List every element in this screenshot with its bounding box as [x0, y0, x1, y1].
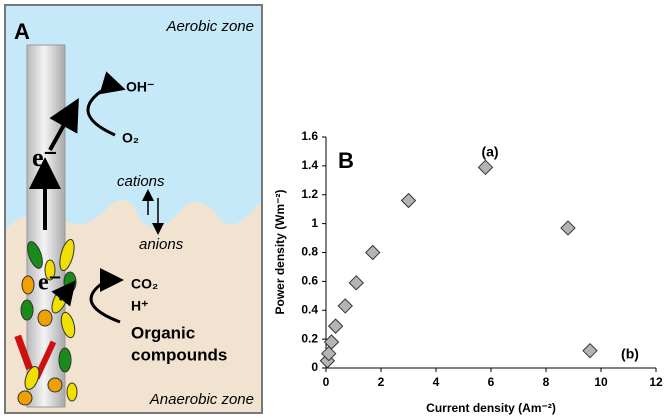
bacterium — [33, 340, 57, 380]
species-label: O₂ — [122, 130, 139, 146]
y-tick-label: 1.6 — [301, 129, 318, 143]
bacterium — [20, 299, 34, 321]
reaction-arrow — [86, 71, 126, 137]
electron-label: e⁻ — [32, 143, 57, 172]
species-label: compounds — [131, 345, 227, 364]
y-axis-label: Power density (Wm⁻²) — [273, 189, 287, 314]
data-point — [582, 342, 598, 359]
x-tick-label: 2 — [378, 375, 385, 389]
data-point — [365, 244, 381, 261]
data-point — [323, 334, 340, 350]
species-label: CO₂ — [131, 276, 158, 292]
x-tick-label: 6 — [488, 375, 495, 389]
species-label: Organic — [131, 323, 195, 342]
species-label: OH⁻ — [126, 79, 154, 95]
bacterium — [44, 259, 56, 281]
bacterium — [24, 366, 40, 390]
x-tick-label: 0 — [323, 375, 330, 389]
y-tick-label: 1 — [311, 216, 318, 230]
panel-label: A — [14, 19, 30, 44]
panel-b: B Current density (Am⁻²) Power density (… — [273, 129, 663, 415]
bacterium — [58, 347, 72, 373]
x-tick-label: 4 — [433, 375, 440, 389]
data-point — [400, 192, 417, 209]
y-tick-label: 1.2 — [301, 187, 318, 201]
y-tick-label: 0.4 — [301, 302, 318, 316]
data-point — [327, 318, 344, 334]
panel-label: B — [338, 148, 354, 173]
bacterium — [21, 275, 35, 295]
bacterium — [59, 238, 75, 272]
data-point — [337, 298, 353, 314]
species-label: H⁺ — [131, 298, 149, 314]
bacterium — [14, 334, 33, 370]
x-tick-label: 8 — [543, 375, 550, 389]
data-point — [560, 220, 576, 236]
bacterium — [27, 241, 43, 269]
y-tick-label: 0 — [311, 360, 318, 374]
electron-arrow — [48, 98, 79, 151]
bacterium — [17, 390, 33, 406]
y-tick-label: 0.2 — [301, 331, 318, 345]
x-tick-label: 10 — [594, 375, 608, 389]
data-point — [477, 159, 494, 176]
x-axis-label: Current density (Am⁻²) — [426, 401, 556, 415]
bacterium — [66, 382, 78, 402]
zone-label: Anaerobic zone — [149, 391, 254, 408]
electron-label: e⁻ — [38, 270, 61, 296]
y-tick-label: 0.6 — [301, 274, 318, 288]
reaction-arrow — [89, 268, 124, 324]
panel-border — [4, 4, 263, 414]
annotation: (a) — [481, 144, 498, 160]
bacterium — [47, 377, 63, 393]
data-point — [321, 345, 337, 362]
ion-label: anions — [139, 236, 184, 253]
annotation: (b) — [621, 346, 639, 362]
bacterium — [37, 309, 53, 327]
ion-label: cations — [117, 173, 165, 190]
data-point — [348, 275, 364, 291]
zone-label: Aerobic zone — [165, 18, 254, 35]
x-tick-label: 12 — [649, 375, 663, 389]
panel-a: A Aerobic zone OH⁻ O₂ e⁻ cations anions … — [4, 4, 263, 414]
electron-arrow — [51, 280, 76, 307]
bacterium — [60, 311, 76, 339]
y-tick-label: 1.4 — [301, 158, 318, 172]
y-tick-label: 0.8 — [301, 245, 318, 259]
